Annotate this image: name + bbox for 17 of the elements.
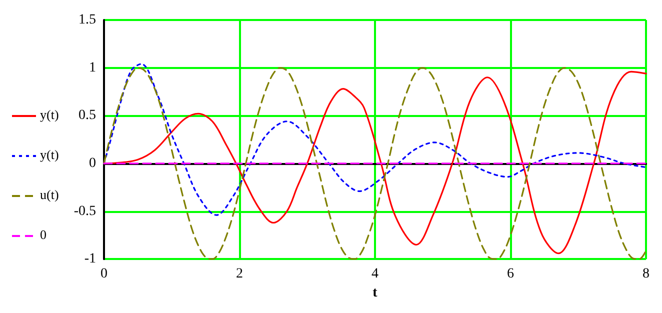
y-tick-label: 0 [89,156,96,171]
legend-label: u(t) [40,187,59,202]
x-tick-label: 6 [507,266,514,282]
line-series [103,63,647,216]
x-tick-label: 8 [642,266,650,282]
y-tick-label: 1 [89,60,96,76]
legend-label: y(t) [40,147,59,162]
x-axis-title: t [372,286,378,300]
y-tick-label: -0.5 [74,204,96,219]
x-tick-label: 2 [236,266,243,282]
y-tick-label: 0.5 [78,108,96,124]
legend-label: y(t) [40,107,59,122]
legend-label: 0 [40,227,46,242]
y-tick-label: 1.5 [78,12,96,28]
y-tick-label: -1 [84,252,96,267]
x-tick-label: 0 [100,266,108,282]
x-tick-label: 4 [372,266,378,282]
